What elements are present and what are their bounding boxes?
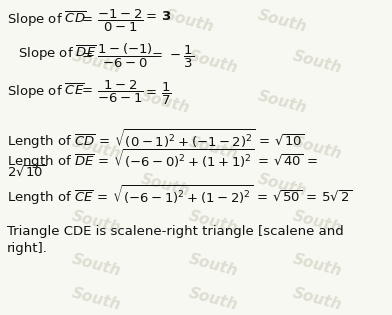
- Text: right].: right].: [7, 242, 48, 255]
- Text: South: South: [187, 285, 240, 313]
- Text: Slope of $\overline{CD}$: Slope of $\overline{CD}$: [7, 10, 87, 29]
- Text: Triangle CDE is scalene-right triangle [scalene and: Triangle CDE is scalene-right triangle […: [7, 225, 344, 238]
- Text: South: South: [256, 88, 309, 116]
- Text: South: South: [187, 48, 240, 76]
- Text: South: South: [139, 88, 192, 116]
- Text: South: South: [70, 285, 123, 313]
- Text: South: South: [256, 171, 309, 199]
- Text: Slope of $\overline{DE}$: Slope of $\overline{DE}$: [18, 44, 96, 63]
- Text: South: South: [139, 171, 192, 199]
- Text: South: South: [256, 8, 309, 35]
- Text: South: South: [290, 208, 343, 236]
- Text: $=\,\dfrac{-1-2}{0-1}$: $=\,\dfrac{-1-2}{0-1}$: [79, 8, 144, 34]
- Text: South: South: [187, 134, 240, 162]
- Text: $=\,-\dfrac{1}{3}$: $=\,-\dfrac{1}{3}$: [149, 44, 194, 70]
- Text: Length of $\overline{CD}$$\,=\,\sqrt{(0-1)^2+(-1-2)^2}\,=\,\sqrt{10}$: Length of $\overline{CD}$$\,=\,\sqrt{(0-…: [7, 127, 305, 151]
- Text: South: South: [290, 134, 343, 162]
- Text: $=\,\dfrac{1-2}{-6-1}$: $=\,\dfrac{1-2}{-6-1}$: [79, 79, 144, 106]
- Text: $=\,\dfrac{1-(-1)}{-6-0}$: $=\,\dfrac{1-(-1)}{-6-0}$: [79, 42, 154, 70]
- Text: South: South: [290, 48, 343, 76]
- Text: South: South: [187, 208, 240, 236]
- Text: South: South: [70, 134, 123, 162]
- Text: South: South: [70, 48, 123, 76]
- Text: South: South: [290, 285, 343, 313]
- Text: South: South: [187, 252, 240, 279]
- Text: Length of $\overline{DE}$$\,=\,\sqrt{(-6-0)^2+(1+1)^2}\,=\,\sqrt{40}\,=$: Length of $\overline{DE}$$\,=\,\sqrt{(-6…: [7, 147, 318, 171]
- Text: South: South: [290, 252, 343, 279]
- Text: South: South: [163, 8, 216, 35]
- Text: $=\,\dfrac{1}{7}$: $=\,\dfrac{1}{7}$: [143, 81, 172, 107]
- Text: Slope of $\overline{CE}$: Slope of $\overline{CE}$: [7, 81, 85, 100]
- Text: South: South: [70, 252, 123, 279]
- Text: $2\sqrt{10}$: $2\sqrt{10}$: [7, 164, 46, 180]
- Text: South: South: [70, 208, 123, 236]
- Text: Length of $\overline{CE}$$\,=\,\sqrt{(-6-1)^2+(1-2)^2}\,=\,\sqrt{50}\,=\,5\sqrt{: Length of $\overline{CE}$$\,=\,\sqrt{(-6…: [7, 183, 352, 207]
- Text: $=\,\mathbf{3}$: $=\,\mathbf{3}$: [143, 10, 172, 23]
